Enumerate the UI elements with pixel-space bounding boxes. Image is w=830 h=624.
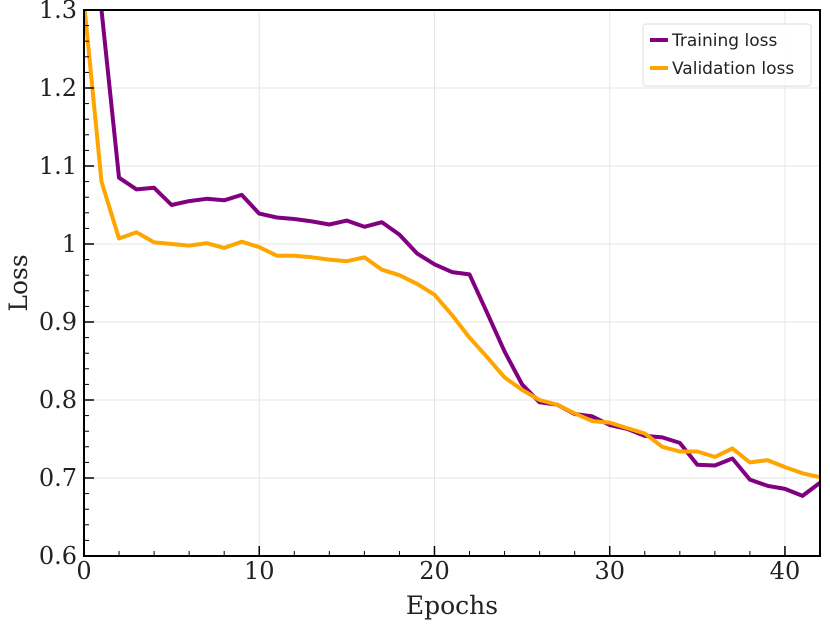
x-tick-label: 30 [594,557,625,585]
x-tick-label: 20 [419,557,450,585]
x-tick-label: 10 [244,557,275,585]
x-tick-label: 0 [76,557,91,585]
ticks [83,9,821,557]
x-tick-label: 40 [770,557,801,585]
x-axis-title: Epochs [406,591,498,620]
y-tick-label: 0.7 [39,464,77,492]
y-tick-label: 0.6 [39,542,77,570]
plot-frame [83,9,821,557]
y-tick-label: 1 [62,230,77,258]
legend-box [642,23,812,87]
legend-label-training-loss: Training loss [671,31,777,51]
y-tick-label: 1.2 [39,74,77,102]
y-tick-label: 0.8 [39,386,77,414]
y-tick-label: 0.9 [39,308,77,336]
y-axis-title: Loss [4,254,33,311]
series-line-training-loss [99,10,820,498]
legend: Training loss Validation loss [642,23,812,87]
series-layer [84,10,820,498]
legend-label-validation-loss: Validation loss [672,59,794,79]
y-tick-label: 1.1 [39,152,77,180]
y-tick-label: 1.3 [39,0,77,24]
series-line-validation-loss [84,10,820,480]
tick-labels: 0 10 20 30 40 0.6 0.7 0.8 0.9 1 1.1 1.2 1.3 [39,0,800,585]
